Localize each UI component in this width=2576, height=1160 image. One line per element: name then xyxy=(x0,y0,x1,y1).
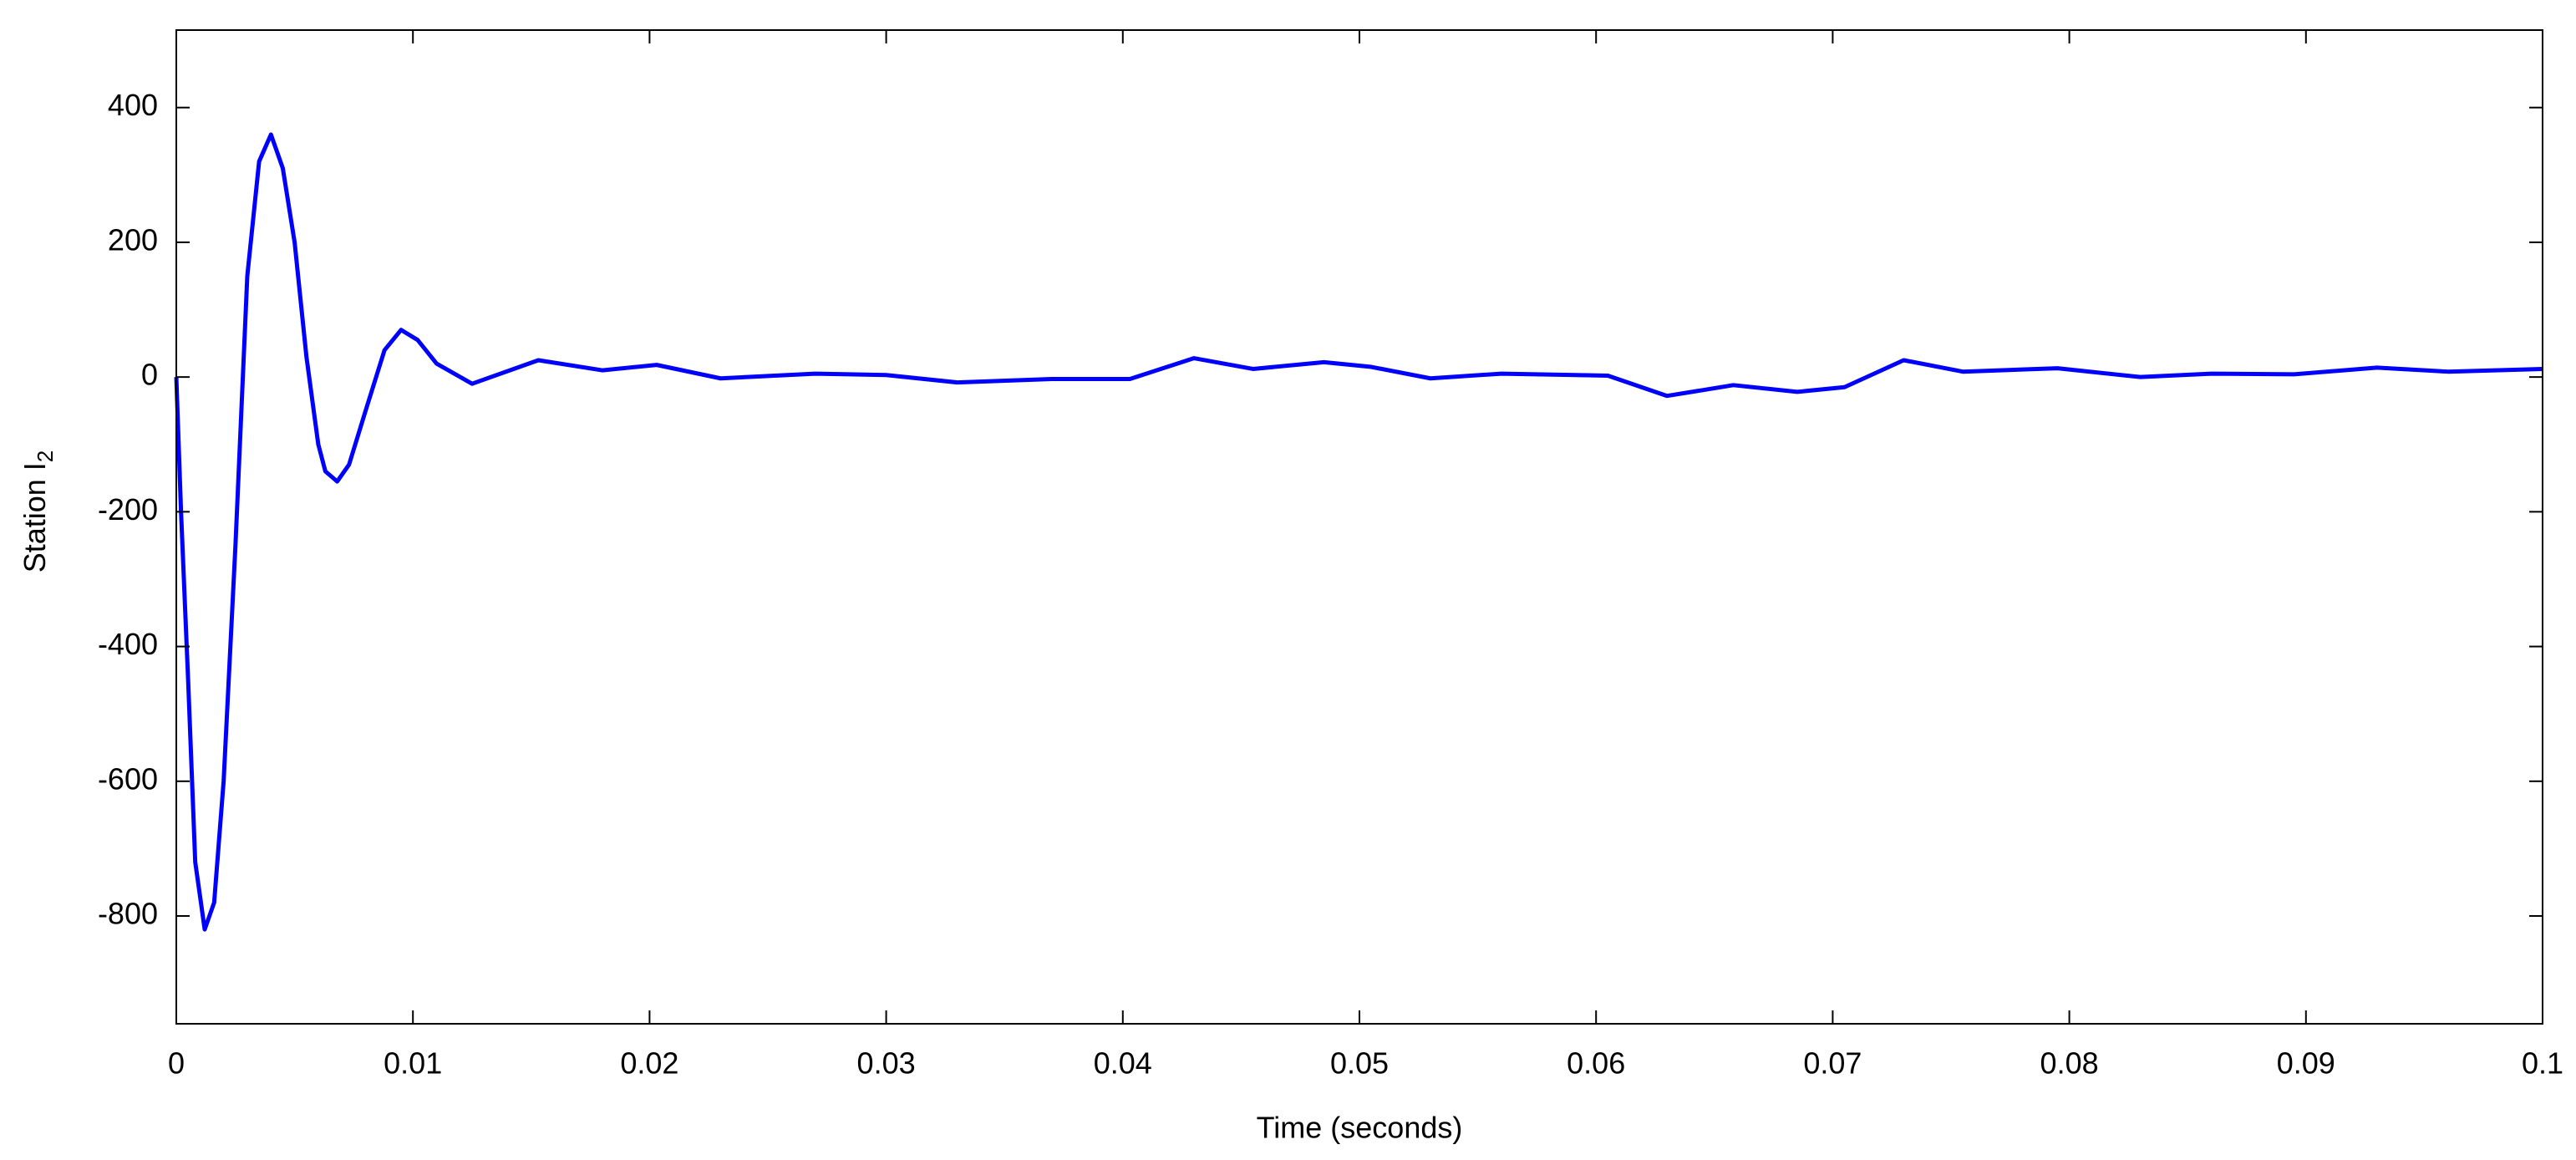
x-tick-label: 0.02 xyxy=(620,1046,678,1081)
y-axis-label-subscript: 2 xyxy=(33,450,58,462)
y-tick-label: 0 xyxy=(141,358,158,392)
axes-box xyxy=(175,29,2543,1025)
y-tick-label: -800 xyxy=(98,897,158,931)
y-tick-label: 200 xyxy=(108,222,158,257)
x-tick-label: 0.07 xyxy=(1803,1046,1862,1081)
y-tick-label: -200 xyxy=(98,492,158,527)
x-tick-label: 0.09 xyxy=(2277,1046,2335,1081)
x-tick-label: 0.01 xyxy=(384,1046,442,1081)
y-axis-label-main: Station I xyxy=(18,462,52,572)
y-tick-label: -600 xyxy=(98,761,158,796)
x-tick-label: 0.1 xyxy=(2522,1046,2563,1081)
data-line xyxy=(174,132,2543,932)
y-tick-label: 400 xyxy=(108,88,158,122)
y-axis-label: Station I2 xyxy=(18,450,58,573)
plot-area xyxy=(176,30,2543,1024)
x-tick-label: 0.04 xyxy=(1094,1046,1152,1081)
x-axis-label: Time (seconds) xyxy=(1257,1111,1463,1145)
x-tick-label: 0.03 xyxy=(857,1046,916,1081)
x-tick-label: 0 xyxy=(168,1046,185,1081)
x-tick-label: 0.06 xyxy=(1567,1046,1625,1081)
y-tick-label: -400 xyxy=(98,627,158,661)
x-tick-label: 0.05 xyxy=(1330,1046,1389,1081)
x-tick-label: 0.08 xyxy=(2040,1046,2099,1081)
